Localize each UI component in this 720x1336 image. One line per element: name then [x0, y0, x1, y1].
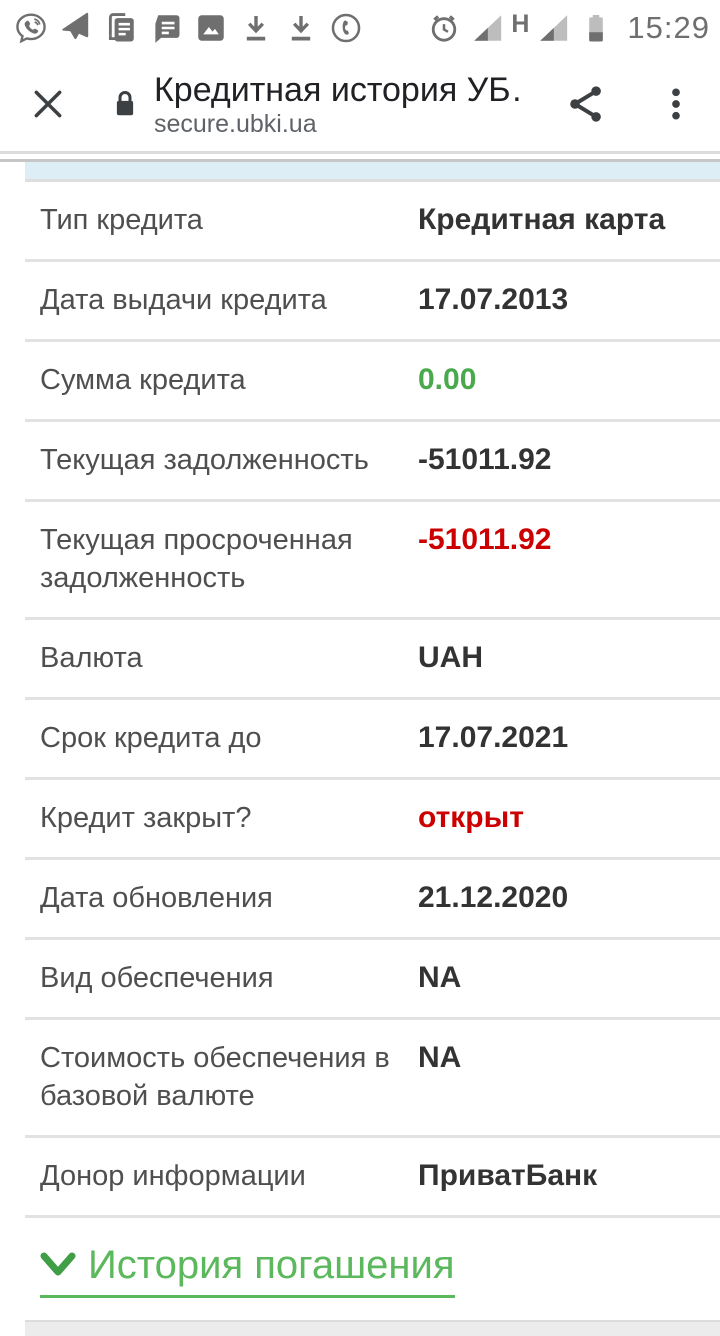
- credit-details-table: Тип кредита Кредитная карта Дата выдачи …: [25, 182, 720, 1218]
- table-row: Дата выдачи кредита 17.07.2013: [25, 262, 720, 342]
- download-icon: [291, 15, 311, 41]
- status-bar-system-icons: H 15:29: [427, 10, 710, 46]
- copy-notes-icon: [108, 13, 134, 42]
- row-value: NA: [418, 961, 462, 994]
- scrolled-row-remnant: [25, 162, 720, 182]
- row-value: -51011.92: [418, 443, 552, 476]
- repayment-history-section: История погашения: [25, 1218, 720, 1320]
- table-row: Тип кредита Кредитная карта: [25, 182, 720, 262]
- table-row: Вид обеспечения NA: [25, 940, 720, 1020]
- table-row: Донор информации ПриватБанк: [25, 1138, 720, 1218]
- table-row: Текущая задолженность -51011.92: [25, 422, 720, 502]
- row-label: Текущая задолженность: [40, 444, 369, 476]
- row-value: открыт: [418, 801, 524, 834]
- signal-icon: [540, 15, 568, 41]
- message-icon: [155, 15, 180, 43]
- row-value: ПриватБанк: [418, 1159, 598, 1192]
- image-icon: [198, 15, 224, 41]
- row-label: Дата обновления: [40, 882, 273, 914]
- network-type-label: H: [511, 9, 530, 38]
- lock-icon: [116, 90, 134, 115]
- close-tab-button[interactable]: [26, 82, 70, 126]
- clock-time: 15:29: [627, 10, 710, 45]
- row-label: Дата выдачи кредита: [40, 284, 327, 316]
- row-value: 0.00: [418, 363, 477, 396]
- page-title: Кредитная история УБ…: [154, 70, 524, 109]
- download-icon: [246, 15, 266, 41]
- repayment-history-link[interactable]: История погашения: [40, 1242, 455, 1298]
- row-label: Тип кредита: [40, 204, 203, 236]
- row-value: UAH: [418, 641, 483, 674]
- table-row: Стоимость обеспечения в базовой валюте N…: [25, 1020, 720, 1138]
- signal-icon: [474, 15, 502, 41]
- table-row: Сумма кредита 0.00: [25, 342, 720, 422]
- browser-custom-tab-header: Кредитная история УБ… secure.ubki.ua: [0, 56, 720, 154]
- content-top-border: [0, 159, 720, 162]
- overflow-menu-icon[interactable]: [656, 82, 696, 126]
- row-value: NA: [418, 1041, 462, 1074]
- share-icon[interactable]: [564, 82, 608, 126]
- row-label: Вид обеспечения: [40, 962, 274, 994]
- row-value: -51011.92: [418, 523, 552, 556]
- row-value: Кредитная карта: [418, 203, 666, 236]
- status-bar-notification-icons: [14, 11, 363, 45]
- row-value: 17.07.2013: [418, 283, 569, 316]
- page-title-block: Кредитная история УБ… secure.ubki.ua: [154, 70, 524, 138]
- viber-icon: [16, 13, 46, 44]
- table-row: Кредит закрыт? открыт: [25, 780, 720, 860]
- row-label: Текущая просроченная задолженность: [40, 524, 353, 594]
- table-row: Дата обновления 21.12.2020: [25, 860, 720, 940]
- next-section-edge: [25, 1320, 720, 1336]
- table-row: Срок кредита до 17.07.2021: [25, 700, 720, 780]
- row-label: Валюта: [40, 642, 143, 674]
- row-value: 21.12.2020: [418, 881, 569, 914]
- row-label: Срок кредита до: [40, 722, 262, 754]
- alarm-icon: [432, 15, 457, 42]
- row-label: Стоимость обеспечения в базовой валюте: [40, 1042, 390, 1112]
- row-label: Кредит закрыт?: [40, 802, 252, 834]
- chevron-down-icon: [40, 1252, 76, 1276]
- row-label: Сумма кредита: [40, 364, 246, 396]
- site-security-chip[interactable]: [110, 86, 140, 122]
- row-label: Донор информации: [40, 1160, 306, 1192]
- table-row: Текущая просроченная задолженность -5101…: [25, 502, 720, 620]
- page-url: secure.ubki.ua: [154, 109, 317, 138]
- status-bar: H 15:29: [0, 0, 720, 56]
- table-row: Валюта UAH: [25, 620, 720, 700]
- repayment-history-label: История погашения: [88, 1243, 455, 1287]
- call-icon: [331, 13, 361, 43]
- close-icon: [34, 90, 62, 117]
- battery-icon: [589, 14, 604, 42]
- telegram-icon: [62, 12, 89, 40]
- row-value: 17.07.2021: [418, 721, 569, 754]
- header-actions: [564, 82, 696, 126]
